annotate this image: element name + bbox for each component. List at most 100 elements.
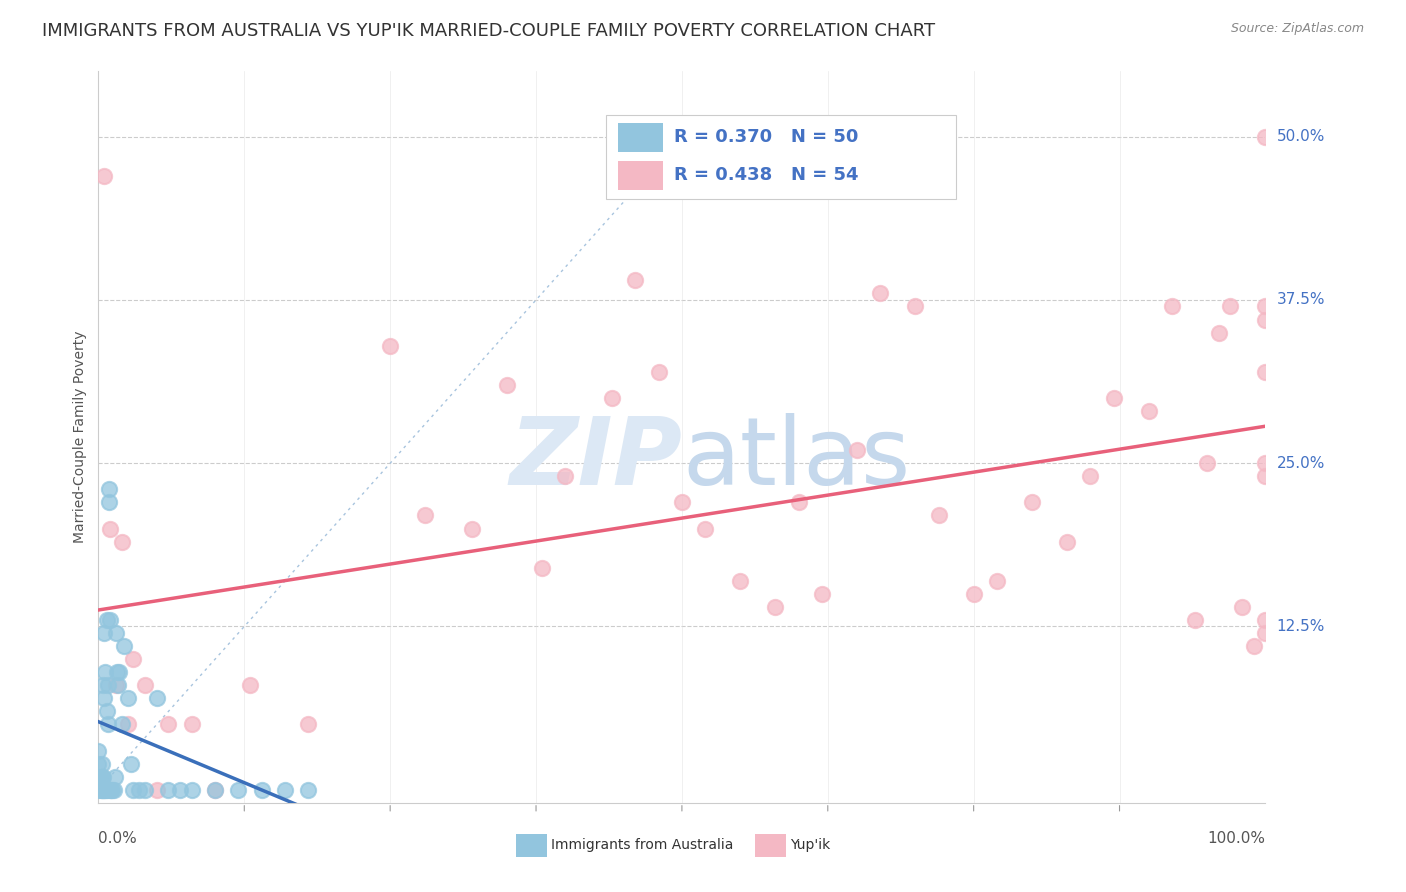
Point xyxy=(461,521,484,535)
FancyBboxPatch shape xyxy=(617,161,664,190)
Point xyxy=(98,521,121,535)
Point xyxy=(97,678,120,692)
Point xyxy=(108,665,131,680)
Point xyxy=(87,756,110,771)
Point xyxy=(90,770,112,784)
Point xyxy=(93,691,115,706)
Point xyxy=(97,717,120,731)
FancyBboxPatch shape xyxy=(516,833,547,857)
Text: 25.0%: 25.0% xyxy=(1277,456,1324,471)
FancyBboxPatch shape xyxy=(755,833,786,857)
Point xyxy=(128,782,150,797)
Point xyxy=(787,495,810,509)
FancyBboxPatch shape xyxy=(617,123,664,152)
Point xyxy=(104,770,127,784)
Point xyxy=(1161,300,1184,314)
Point xyxy=(730,574,752,588)
Point xyxy=(1254,613,1277,627)
Point xyxy=(97,495,120,509)
Y-axis label: Married-Couple Family Poverty: Married-Couple Family Poverty xyxy=(73,331,87,543)
Point xyxy=(96,613,118,627)
Point xyxy=(1208,326,1230,340)
Point xyxy=(1137,404,1160,418)
Point xyxy=(134,678,156,692)
Point xyxy=(274,782,297,797)
Point xyxy=(105,665,128,680)
Point xyxy=(1021,495,1043,509)
Point xyxy=(180,782,202,797)
Point xyxy=(671,495,693,509)
Point xyxy=(554,469,576,483)
Point xyxy=(97,483,120,497)
FancyBboxPatch shape xyxy=(606,115,956,200)
Text: ZIP: ZIP xyxy=(509,413,682,505)
Point xyxy=(146,691,169,706)
Point xyxy=(90,782,112,797)
Text: R = 0.370   N = 50: R = 0.370 N = 50 xyxy=(673,128,858,146)
Point xyxy=(1102,391,1125,405)
Point xyxy=(204,782,226,797)
Point xyxy=(122,652,145,666)
Point xyxy=(104,678,127,692)
Point xyxy=(157,717,180,731)
Point xyxy=(104,626,127,640)
Point xyxy=(107,678,129,692)
Point xyxy=(111,534,134,549)
Point xyxy=(87,782,110,797)
Point xyxy=(496,377,519,392)
Point xyxy=(169,782,191,797)
Point xyxy=(811,587,834,601)
Text: 37.5%: 37.5% xyxy=(1277,293,1324,308)
Point xyxy=(228,782,250,797)
Point xyxy=(120,756,142,771)
Point xyxy=(117,691,139,706)
Text: atlas: atlas xyxy=(682,413,910,505)
Point xyxy=(91,782,114,797)
Point xyxy=(1080,469,1102,483)
Point xyxy=(1184,613,1206,627)
Point xyxy=(93,782,115,797)
Point xyxy=(134,782,156,797)
Text: 0.0%: 0.0% xyxy=(98,831,138,846)
Point xyxy=(846,443,869,458)
Point xyxy=(1056,534,1078,549)
Point xyxy=(87,770,110,784)
Text: IMMIGRANTS FROM AUSTRALIA VS YUP'IK MARRIED-COUPLE FAMILY POVERTY CORRELATION CH: IMMIGRANTS FROM AUSTRALIA VS YUP'IK MARR… xyxy=(42,22,935,40)
Point xyxy=(94,782,117,797)
Point xyxy=(98,782,121,797)
Point xyxy=(380,338,402,352)
Point xyxy=(157,782,180,797)
Point xyxy=(239,678,262,692)
Point xyxy=(1254,129,1277,144)
Point xyxy=(96,705,118,719)
Point xyxy=(1219,300,1241,314)
Text: Immigrants from Australia: Immigrants from Australia xyxy=(551,838,734,852)
Point xyxy=(87,743,110,757)
Point xyxy=(1254,626,1277,640)
Point xyxy=(117,717,139,731)
Point xyxy=(1243,639,1265,653)
Point xyxy=(122,782,145,797)
Point xyxy=(112,639,135,653)
Text: 100.0%: 100.0% xyxy=(1208,831,1265,846)
Text: Source: ZipAtlas.com: Source: ZipAtlas.com xyxy=(1230,22,1364,36)
Point xyxy=(90,782,112,797)
Point xyxy=(1254,469,1277,483)
Point xyxy=(90,756,112,771)
Point xyxy=(1254,300,1277,314)
Point xyxy=(695,521,717,535)
Point xyxy=(413,508,436,523)
Point xyxy=(111,717,134,731)
Point xyxy=(904,300,927,314)
Point xyxy=(600,391,623,405)
Point xyxy=(91,678,114,692)
Point xyxy=(180,717,202,731)
Text: 50.0%: 50.0% xyxy=(1277,129,1324,145)
Point xyxy=(869,286,891,301)
Point xyxy=(962,587,984,601)
Point xyxy=(100,782,122,797)
Point xyxy=(986,574,1008,588)
Point xyxy=(93,169,115,183)
Point xyxy=(1195,456,1218,470)
Point xyxy=(624,273,647,287)
